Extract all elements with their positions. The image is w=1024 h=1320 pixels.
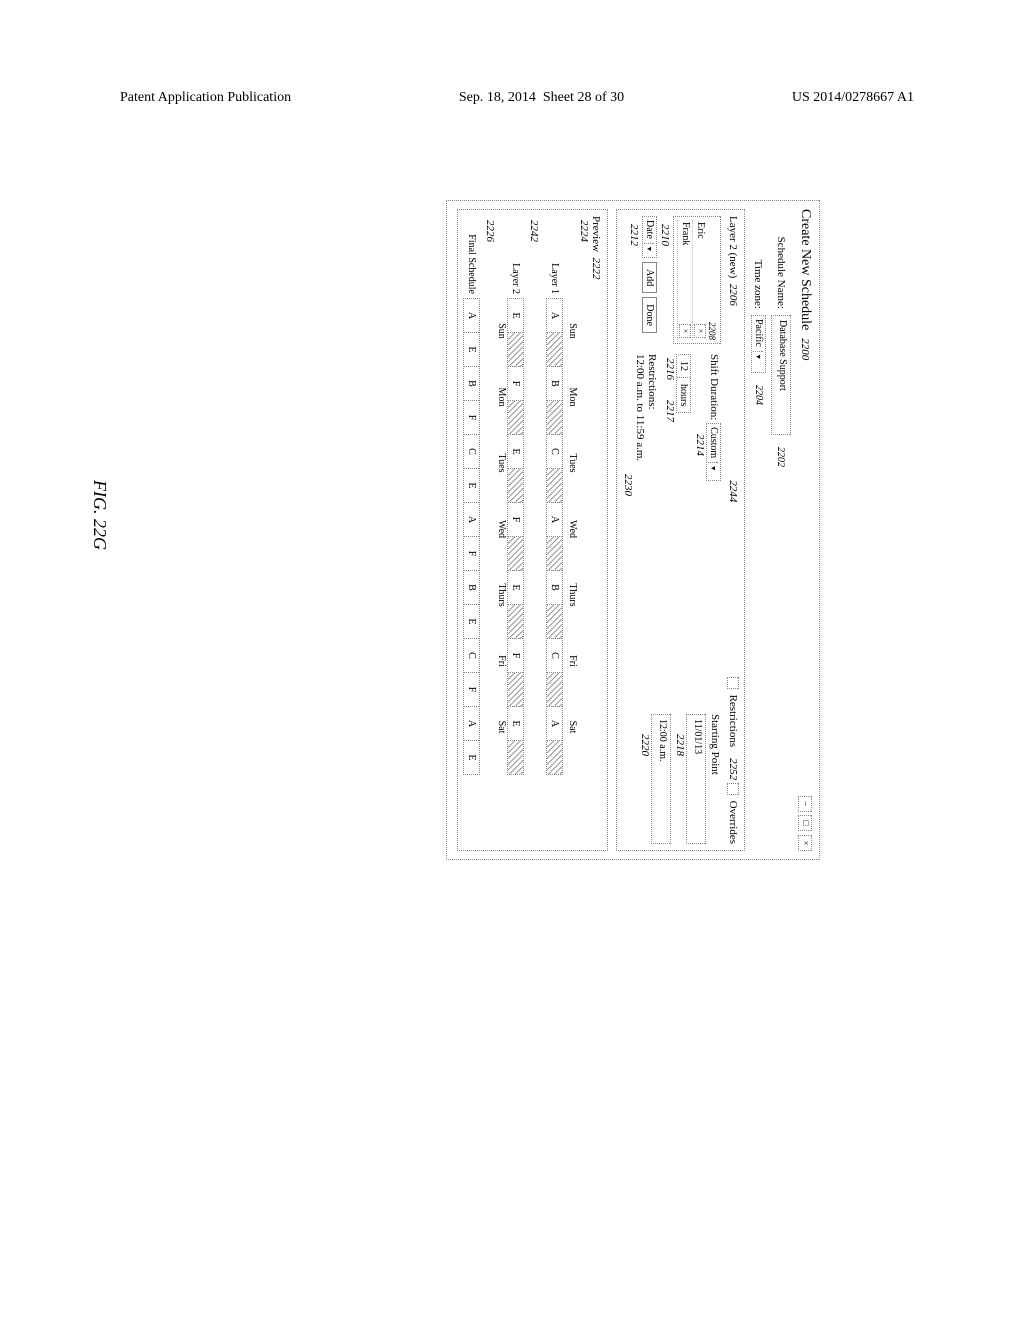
schedule-name-label: Schedule Name: (775, 209, 787, 309)
shift-mode-select[interactable]: Custom ▾ (706, 423, 721, 481)
create-schedule-window: Create New Schedule 2200 – □ × Schedule … (446, 200, 820, 860)
maximize-icon[interactable]: □ (798, 815, 812, 831)
person-row: Frank × (677, 220, 692, 340)
preview-title: Preview (590, 216, 602, 252)
people-list: 2208 Eric × Frank × (673, 216, 721, 344)
layer1-grid: A B C A B C A (546, 298, 563, 775)
add-button[interactable]: Add (642, 262, 657, 293)
schedule-name-input[interactable]: Database Support (771, 315, 791, 435)
final-label: Final Schedule (466, 216, 477, 298)
timezone-select[interactable]: Pacific ▾ (751, 315, 766, 373)
pub-label: Patent Application Publication (120, 90, 291, 106)
start-date-input[interactable]: 11/01/13 (686, 714, 706, 844)
window-title: Create New Schedule (797, 209, 813, 330)
person-row: Eric × (692, 220, 707, 340)
ref-2200: 2200 (799, 338, 811, 360)
minimize-icon[interactable]: – (798, 796, 812, 812)
chevron-down-icon: ▾ (708, 462, 718, 470)
window-controls: – □ × (798, 795, 812, 852)
overrides-checkbox[interactable] (727, 783, 739, 795)
close-icon[interactable]: × (798, 835, 812, 851)
final-grid: AE BF CE AF BE CF AE (463, 298, 480, 775)
layer2-label: Layer 2 (510, 216, 521, 298)
chevron-down-icon: ▾ (754, 351, 764, 359)
layer1-label: Layer 1 (549, 216, 560, 298)
layer-panel: Layer 2 (new) 2206 2244 Restrictions 225… (616, 209, 745, 851)
done-button[interactable]: Done (642, 297, 657, 333)
patent-header: Patent Application Publication Sep. 18, … (120, 90, 914, 106)
date-select[interactable]: Date ▾ (642, 216, 657, 258)
hours-input[interactable]: 12 hours (676, 354, 691, 413)
restrictions-text: Restrictions: 12:00 a.m. to 11:59 a.m. (634, 354, 658, 704)
layer2-grid: E F E F E F E (507, 298, 524, 775)
days-header: SunMon TuesWed ThursFri Sat (567, 298, 578, 844)
timezone-label: Time zone: (753, 209, 765, 309)
remove-icon[interactable]: × (679, 324, 691, 338)
figure-label: FIG. 22G (89, 480, 110, 550)
chevron-down-icon: ▾ (644, 243, 654, 251)
restrictions-checkbox[interactable] (727, 677, 739, 689)
start-time-input[interactable]: 12:00 a.m. (651, 714, 671, 844)
pub-number: US 2014/0278667 A1 (792, 90, 914, 106)
days-header-2: SunMon TuesWed ThursFri Sat (496, 298, 507, 844)
layer-name: Layer 2 (new) (727, 216, 739, 278)
remove-icon[interactable]: × (694, 324, 706, 338)
preview-panel: Preview 2222 2224 SunMon TuesWed ThursFr… (457, 209, 608, 851)
